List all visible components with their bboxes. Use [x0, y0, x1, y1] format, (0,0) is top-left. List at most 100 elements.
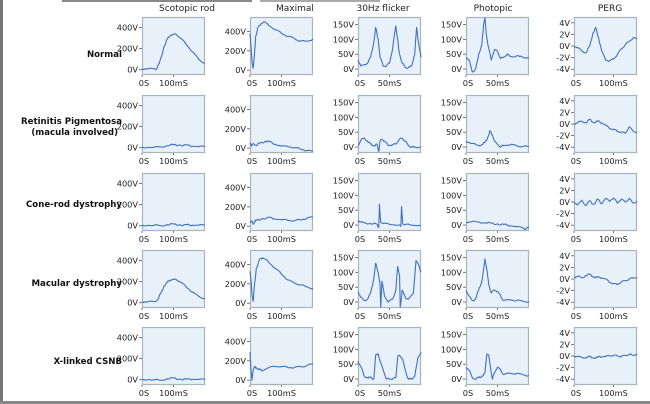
row-label-line: Cone-rod dystrophy [26, 200, 122, 210]
x-tick-label: 50mS [486, 311, 510, 321]
y-tick-label: -2V [556, 53, 570, 63]
erg-panel: 0V 50V 100V 150V 0S 50mS [441, 94, 530, 166]
y-tick-label: 2V [559, 262, 570, 272]
x-tick-label: 0S [247, 234, 257, 244]
plot-area [357, 94, 422, 154]
erg-trace [357, 259, 422, 308]
y-tick-label: 4V [559, 328, 570, 338]
plot-area [249, 16, 314, 76]
erg-trace [357, 25, 422, 69]
x-tick-label: 0S [247, 388, 257, 398]
erg-panel: 0V 50V 100V 150V 0S 50mS [333, 16, 422, 88]
x-tick-label: 100mS [159, 78, 188, 88]
y-tick-label: 200V [117, 354, 139, 364]
x-tick-label: 0S [355, 156, 365, 166]
erg-panel: 0V 50V 100V 150V 0S 50mS [333, 94, 422, 166]
erg-panel: 0V 200V 400V 0S 100mS [225, 94, 314, 166]
plot-area [465, 94, 530, 154]
y-tick-label: 50V [338, 282, 354, 292]
y-tick-label: 0V [127, 221, 138, 231]
x-tick-label: 50mS [378, 311, 402, 321]
x-tick-label: 50mS [486, 156, 510, 166]
x-tick-label: 100mS [599, 311, 628, 321]
x-tick-label: 0S [355, 388, 365, 398]
y-tick-label: -4V [556, 297, 570, 307]
y-tick-label: 0V [343, 142, 354, 152]
erg-trace [573, 197, 638, 207]
erg-trace [573, 353, 638, 360]
x-tick-label: 0S [355, 234, 365, 244]
plot-area [141, 326, 206, 386]
y-tick-label: 150V [441, 252, 463, 262]
plot-area [573, 94, 638, 154]
y-tick-label: 0V [451, 220, 462, 230]
y-tick-label: 4V [559, 18, 570, 28]
x-tick-label: 100mS [267, 234, 296, 244]
column-title: Scotopic rod [159, 4, 215, 14]
x-tick-label: 100mS [599, 388, 628, 398]
x-tick-label: 50mS [486, 388, 510, 398]
y-tick-label: 2V [559, 107, 570, 117]
erg-trace [141, 376, 206, 381]
x-tick-label: 50mS [378, 78, 402, 88]
x-tick-label: 100mS [159, 156, 188, 166]
frame-edge-left [0, 0, 3, 404]
x-tick-label: 0S [355, 311, 365, 321]
y-tick-label: 2V [559, 339, 570, 349]
y-tick-label: 100V [441, 190, 463, 200]
x-tick-label: 100mS [599, 234, 628, 244]
x-tick-label: 50mS [378, 388, 402, 398]
erg-trace [249, 140, 314, 152]
y-tick-label: 100V [333, 112, 355, 122]
y-tick-label: 100V [441, 34, 463, 44]
erg-trace [357, 137, 422, 153]
x-tick-label: 0S [247, 156, 257, 166]
y-tick-label: 200V [117, 200, 139, 210]
x-tick-label: 0S [247, 78, 257, 88]
x-tick-label: 100mS [599, 156, 628, 166]
y-tick-label: 4V [559, 251, 570, 261]
row-label-line: X-linked CSNB [53, 357, 122, 367]
erg-trace [141, 222, 206, 227]
plot-area [573, 172, 638, 232]
x-tick-label: 0S [139, 234, 149, 244]
erg-panel: 0V 200V 400V 0S 100mS [117, 326, 206, 398]
row-label: Retinitis Pigmentosa (macula involved) [2, 117, 122, 139]
x-tick-label: 100mS [159, 311, 188, 321]
x-tick-label: 100mS [159, 388, 188, 398]
erg-trace [573, 118, 638, 134]
y-tick-label: 0V [235, 143, 246, 153]
y-tick-label: 100V [333, 267, 355, 277]
y-tick-label: 100V [441, 344, 463, 354]
y-tick-label: 150V [333, 329, 355, 339]
x-tick-label: 0S [139, 156, 149, 166]
y-tick-label: 0V [559, 351, 570, 361]
y-tick-label: 200V [225, 46, 247, 56]
y-tick-label: -4V [556, 220, 570, 230]
y-tick-label: 100V [441, 267, 463, 277]
y-tick-label: 0V [235, 298, 246, 308]
y-tick-label: 50V [338, 205, 354, 215]
y-tick-label: 400V [225, 27, 247, 37]
y-tick-label: 150V [441, 329, 463, 339]
y-tick-label: 200V [117, 277, 139, 287]
y-tick-label: 0V [127, 298, 138, 308]
y-tick-label: 0V [451, 64, 462, 74]
row-label-line: Macular dystrophy [31, 279, 122, 289]
y-tick-label: 0V [559, 41, 570, 51]
x-tick-label: 0S [139, 78, 149, 88]
erg-panel: 0V 50V 100V 150V 0S 50mS [441, 16, 530, 88]
plot-area [465, 172, 530, 232]
y-tick-label: 200V [225, 356, 247, 366]
y-tick-label: -2V [556, 286, 570, 296]
plot-area [573, 16, 638, 76]
x-tick-label: 50mS [486, 234, 510, 244]
y-tick-label: 400V [225, 105, 247, 115]
x-tick-label: 0S [463, 78, 473, 88]
y-tick-label: 50V [446, 127, 462, 137]
y-tick-label: 0V [559, 274, 570, 284]
erg-panel: 0V 50V 100V 150V 0S 50mS [441, 326, 530, 398]
